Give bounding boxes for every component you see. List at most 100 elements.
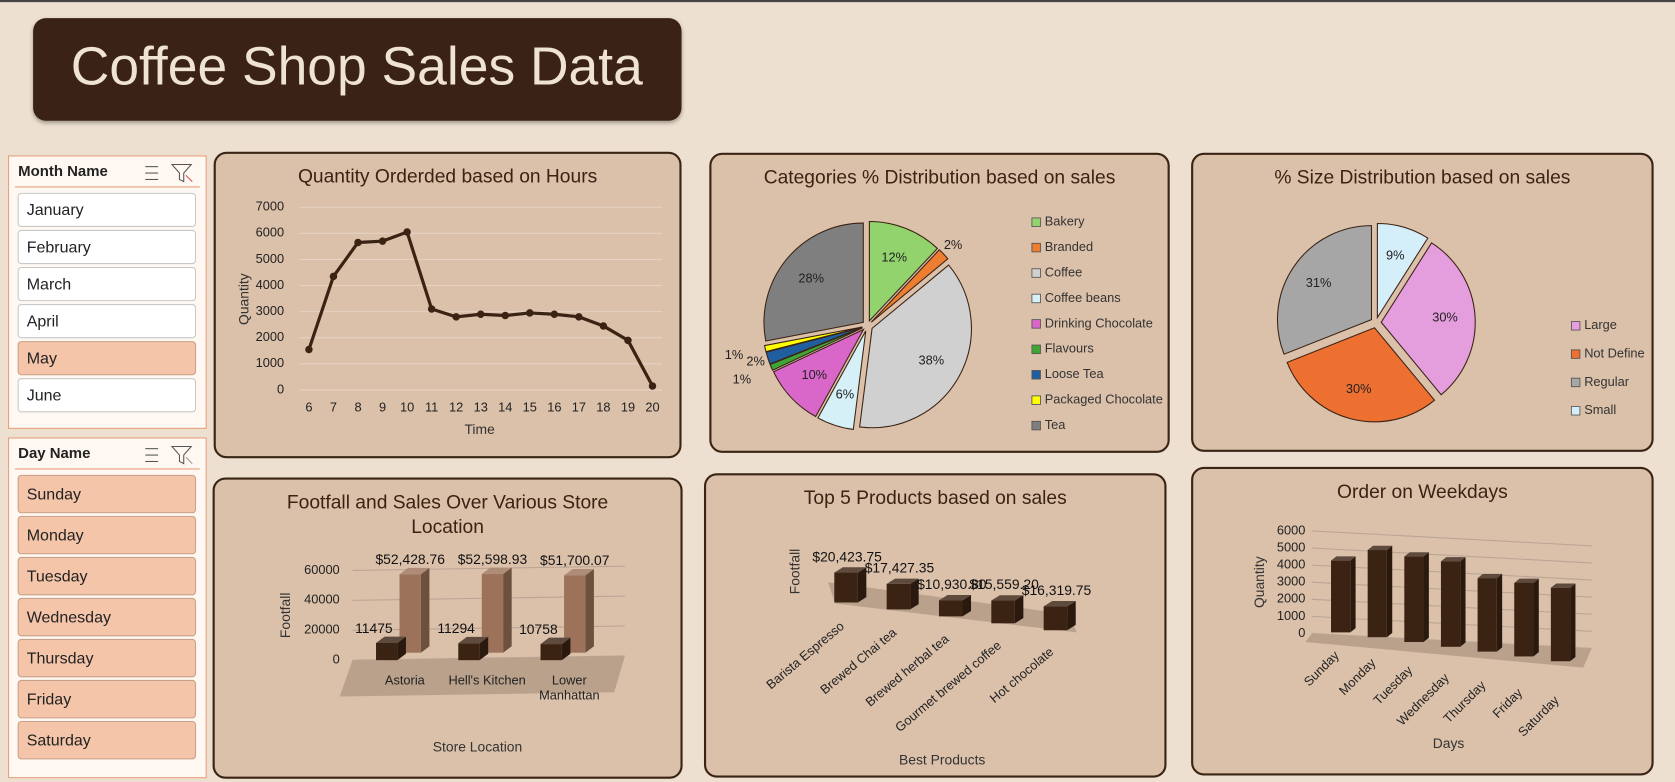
slicer-item-label: Wednesday [27, 608, 111, 626]
bar [1043, 601, 1076, 631]
data-label: 2% [944, 237, 963, 252]
bar-front [834, 572, 858, 603]
bar-front [399, 574, 421, 653]
y-tick-label: 6000 [1277, 522, 1305, 537]
chart-title-box: Quantity Orderded based on Hours [298, 166, 597, 187]
slicer-item[interactable] [17, 474, 197, 514]
bar-front [564, 575, 586, 653]
slicer-item[interactable] [17, 720, 197, 760]
data-label: 30% [1346, 381, 1372, 396]
data-label: 2% [746, 354, 764, 369]
bar-side [397, 636, 406, 661]
grid-line [1311, 547, 1592, 564]
data-label: $16,319.75 [1022, 582, 1092, 598]
slicer-item[interactable] [17, 266, 197, 302]
bar [886, 578, 919, 610]
x-tick-label: Hell's Kitchen [448, 672, 526, 688]
data-label: $52,428.76 [375, 551, 445, 567]
clear-filter-icon[interactable] [170, 163, 193, 183]
chart-title: Top 5 Products based on sales [803, 487, 1067, 509]
legend-label: Packaged Chocolate [1045, 392, 1163, 407]
legend-swatch [1031, 293, 1041, 304]
bar [1404, 552, 1429, 643]
bar [1440, 557, 1466, 647]
data-label: 38% [918, 352, 944, 367]
slicer-item-label: Saturday [27, 731, 91, 749]
x-tick-label: 12 [449, 399, 463, 414]
bar-top [564, 568, 594, 576]
slicer-item[interactable] [17, 556, 197, 596]
data-label: 31% [1306, 275, 1332, 290]
bar-top [886, 578, 919, 584]
legend-label: Branded [1045, 239, 1093, 254]
data-label: $17,427.35 [865, 560, 935, 576]
slicer-title: Day Name [18, 445, 90, 462]
bar-side [962, 595, 972, 617]
line-marker [329, 272, 338, 281]
chart-title-box: % Size Distribution based on sales [1274, 167, 1570, 188]
data-label: $15,559.20 [969, 576, 1039, 592]
legend-swatch [1031, 370, 1041, 380]
y-tick-label: 3000 [1277, 574, 1305, 589]
y-axis-title: Quantity [1251, 556, 1267, 608]
data-label: 30% [1432, 310, 1458, 325]
slicer-item[interactable] [17, 378, 197, 413]
slicer-item[interactable] [17, 515, 197, 555]
line-marker [575, 313, 583, 321]
legend-swatch [1570, 349, 1581, 359]
slicer-item[interactable] [17, 679, 197, 719]
bar [991, 595, 1024, 624]
y-tick-label: 5000 [1277, 539, 1305, 554]
bar-front [540, 644, 562, 661]
bar-front [1550, 587, 1571, 662]
line-marker [550, 310, 559, 318]
bar-front [1440, 561, 1461, 647]
x-tick-label: 6 [305, 399, 312, 414]
clear-filter-icon[interactable] [170, 445, 193, 465]
slicer-item[interactable] [17, 304, 197, 339]
y-axis-title: Footfall [277, 593, 293, 639]
line-marker [476, 310, 485, 318]
slicer-item[interactable] [17, 229, 197, 265]
slicer-item[interactable] [17, 192, 197, 228]
bar-side [857, 567, 867, 603]
y-axis-title: Footfall [787, 549, 803, 595]
y-tick-label: 1000 [256, 355, 284, 370]
y-tick-label: 0 [277, 381, 284, 396]
pie-slice [763, 326, 863, 353]
y-tick-label: 6000 [256, 225, 284, 240]
pie-slice [772, 328, 865, 418]
legend-label: Coffee beans [1045, 290, 1121, 305]
bar-top [938, 595, 972, 601]
legend-swatch [1031, 420, 1041, 431]
bar-side [585, 568, 594, 653]
line-marker [452, 313, 460, 321]
clear-filter-icon-x [185, 174, 193, 182]
data-label: 1% [725, 347, 743, 362]
x-tick-label: Lower Manhattan [539, 672, 600, 703]
chart-title: Categories % Distribution based on sales [763, 166, 1116, 189]
slicer-item-label: February [27, 238, 91, 256]
bar-side [1350, 556, 1356, 633]
y-tick-label: 5000 [256, 251, 284, 266]
bar-top [481, 567, 512, 575]
x-axis-title: Days [1433, 735, 1465, 751]
x-tick-label-box: Lower Manhattan [539, 672, 600, 703]
x-tick-label: 18 [596, 399, 610, 414]
legend-label: Tea [1045, 417, 1067, 432]
bar-top [1331, 556, 1356, 561]
data-label: 11475 [355, 620, 393, 636]
bar [564, 568, 594, 653]
bar-side [910, 578, 919, 610]
bar-front [1514, 582, 1534, 657]
x-tick-label: 17 [572, 399, 586, 414]
slicer-item[interactable] [17, 341, 197, 376]
data-label: 10% [801, 367, 827, 382]
legend-label: Regular [1584, 374, 1630, 389]
legend-label: Drinking Chocolate [1045, 315, 1153, 330]
slicer-item[interactable] [17, 597, 197, 637]
slicer-item-label: Tuesday [27, 567, 88, 585]
x-tick-label-box: Hell's Kitchen [448, 672, 526, 688]
line-marker [599, 322, 608, 330]
slicer-item[interactable] [17, 638, 197, 678]
